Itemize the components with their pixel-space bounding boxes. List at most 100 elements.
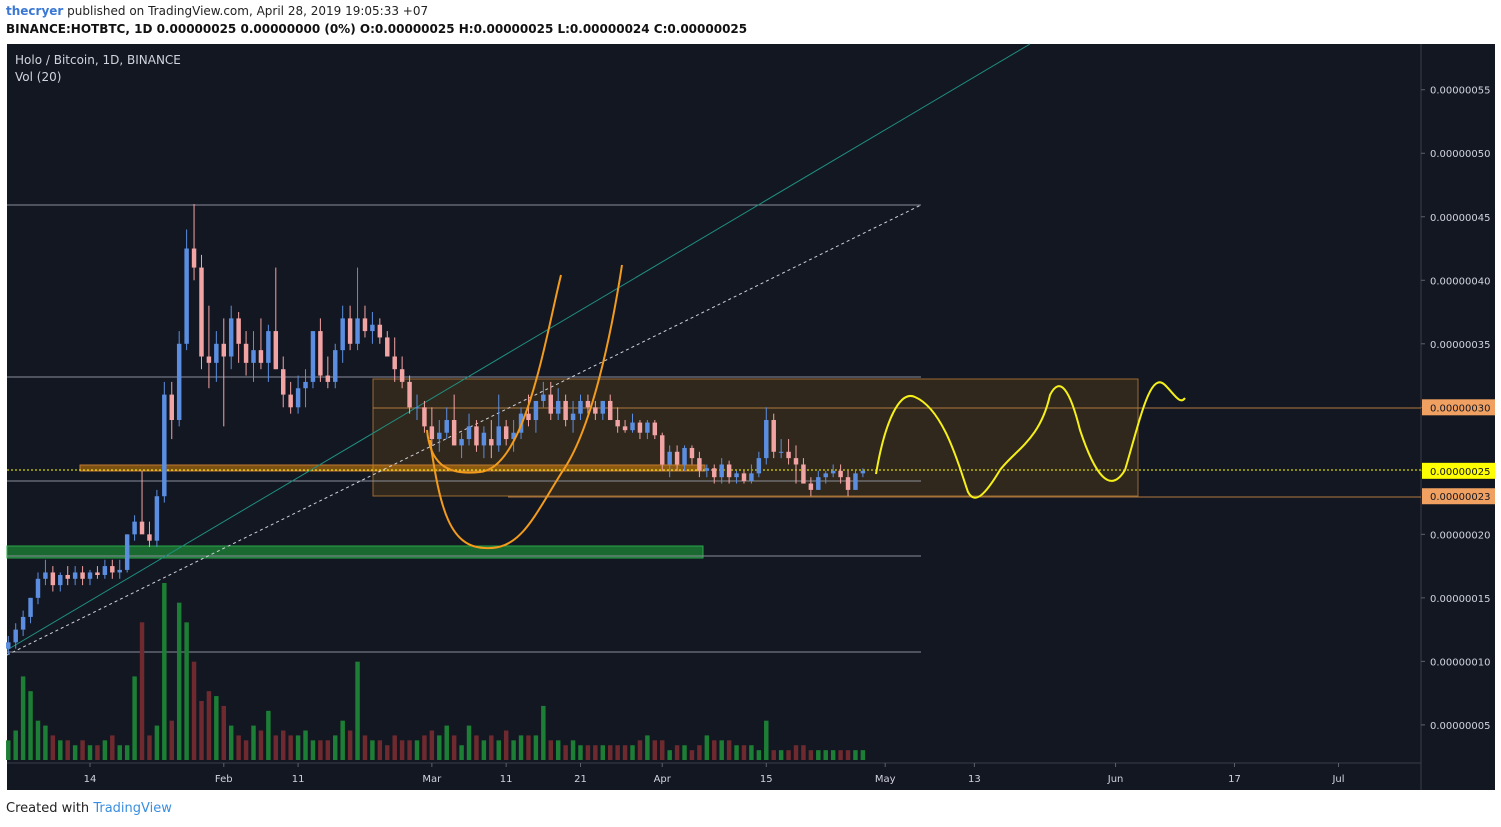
candle-body [251, 350, 256, 363]
candle-body [221, 343, 227, 357]
candle-body [288, 394, 293, 408]
volume-bar [630, 745, 635, 760]
volume-bar [563, 745, 568, 760]
drawn-curve [426, 274, 562, 474]
volume-bar [838, 750, 843, 760]
volume-bar [43, 725, 48, 760]
candle-body [333, 350, 338, 382]
volume-bar [689, 750, 695, 760]
volume-bar [860, 750, 866, 760]
volume-bar [199, 701, 204, 760]
candle-body [704, 468, 710, 471]
volume-bar [50, 735, 56, 760]
candle-body [466, 426, 472, 440]
candle-body [407, 381, 412, 408]
volume-bar [65, 740, 70, 760]
candle-body [399, 369, 405, 382]
volume-bar [95, 745, 100, 760]
candle-body [712, 468, 717, 478]
volume-bar [555, 740, 561, 760]
volume-bar [273, 735, 279, 760]
volume-bar [139, 622, 145, 760]
volume-bar [176, 602, 182, 760]
candle-body [548, 394, 553, 414]
candle-body [652, 422, 658, 436]
x-tick-label: 15 [760, 774, 773, 785]
candle-body [489, 439, 494, 446]
brand-link[interactable]: TradingView [93, 801, 172, 816]
y-tick-label: 0.00000005 [1430, 721, 1490, 732]
candle-body [72, 572, 78, 579]
candle-body [585, 400, 591, 408]
volume-bar [310, 740, 316, 760]
candle-body [823, 473, 828, 478]
volume-bar [533, 735, 539, 760]
candle-body [176, 343, 182, 421]
candle-body [28, 597, 33, 617]
candle-body [830, 470, 836, 474]
volume-bar [191, 661, 197, 760]
volume-bar [637, 740, 643, 760]
volume-bar [399, 740, 405, 760]
volume-bar [764, 720, 769, 760]
volume-bar [801, 745, 806, 760]
candle-body [682, 447, 687, 465]
candle-body [511, 432, 516, 440]
volume-bar [481, 740, 487, 760]
candle-body [637, 422, 643, 433]
volume-bar [593, 745, 598, 760]
volume-bar [845, 750, 851, 760]
volume-bar [816, 750, 821, 760]
volume-bar [459, 745, 464, 760]
volume-bar [622, 745, 628, 760]
y-tick-label: 0.00000040 [1430, 276, 1490, 287]
series [6, 204, 866, 760]
candle-body [593, 407, 598, 414]
candle-body [481, 432, 487, 446]
candle-body [110, 566, 115, 573]
volume-bar [385, 745, 390, 760]
candle-body [741, 473, 747, 481]
volume-bar [221, 705, 227, 760]
x-tick-label: Jun [1107, 774, 1124, 785]
price-marker-label: 0.00000023 [1430, 492, 1490, 503]
candle-body [392, 356, 397, 370]
candle-body [429, 426, 435, 440]
candle-body [102, 566, 108, 575]
volume-bar [117, 745, 122, 760]
x-tick-label: 14 [84, 774, 97, 785]
volume-bar [228, 725, 234, 760]
chart-background [7, 44, 1495, 790]
candle-body [169, 394, 174, 421]
candle-body [801, 464, 806, 484]
volume-bar [674, 745, 680, 760]
volume-bar [414, 740, 420, 760]
volume-bar [570, 740, 576, 760]
candle-body [726, 464, 732, 478]
candle-body [570, 413, 576, 421]
candle-body [578, 400, 583, 414]
candle-body [749, 473, 754, 481]
volume-bar [377, 740, 383, 760]
candle-body [533, 400, 539, 421]
volume-bar [496, 740, 501, 760]
candle-body [303, 381, 308, 389]
volume-bar [585, 745, 591, 760]
volume-bar [347, 730, 353, 760]
volume-bar [407, 740, 412, 760]
volume-bar [20, 676, 26, 760]
candle-body [117, 569, 122, 573]
candle-body [214, 343, 219, 363]
candle-body [697, 458, 702, 471]
volume-bar [466, 725, 472, 760]
candle-body [191, 248, 197, 268]
candle-body [281, 369, 286, 395]
candle-body [340, 318, 345, 351]
volume-bar [110, 735, 115, 760]
volume-bar [667, 750, 672, 760]
volume-bar [511, 740, 516, 760]
symbol-line: BINANCE:HOTBTC, 1D 0.00000025 0.00000000… [6, 22, 748, 36]
volume-bar [808, 750, 814, 760]
author[interactable]: thecryer [6, 4, 64, 18]
volume-bar [13, 730, 18, 760]
